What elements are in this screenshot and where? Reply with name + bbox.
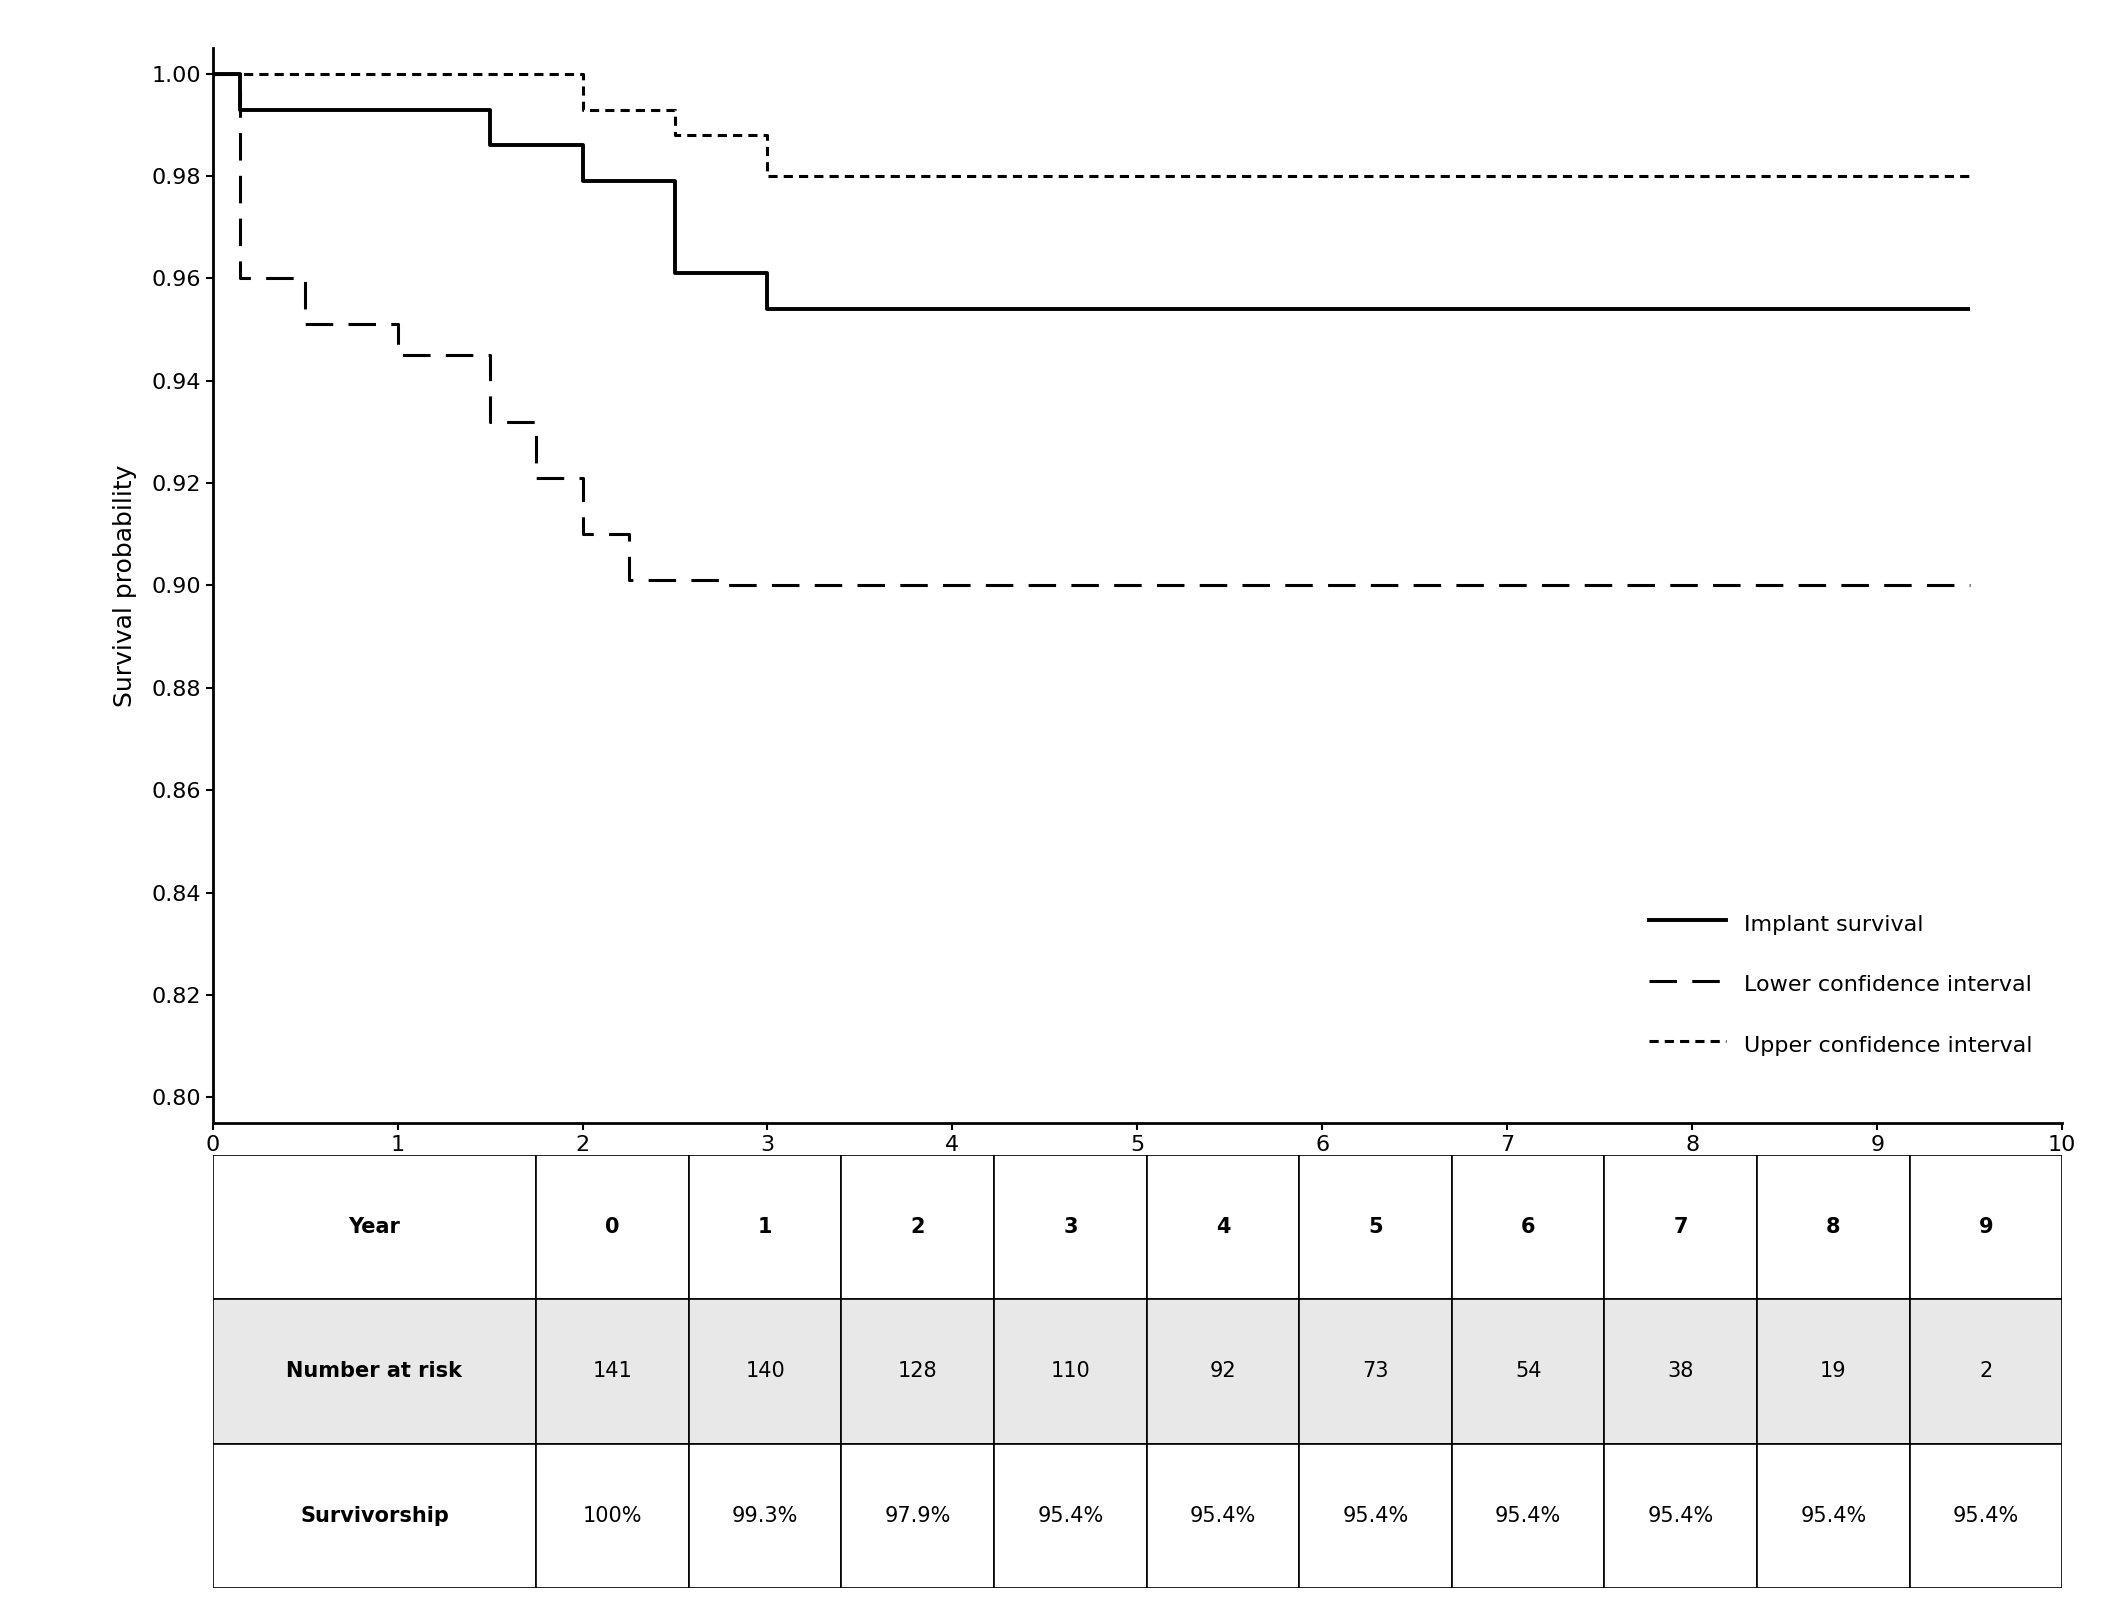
Text: 95.4%: 95.4% <box>1191 1506 1256 1525</box>
Text: 2: 2 <box>910 1217 925 1237</box>
FancyBboxPatch shape <box>1146 1299 1299 1444</box>
FancyBboxPatch shape <box>213 1299 536 1444</box>
FancyBboxPatch shape <box>1909 1299 2062 1444</box>
FancyBboxPatch shape <box>213 1155 536 1299</box>
Upper confidence interval <box>1956 167 1981 186</box>
FancyBboxPatch shape <box>1756 1444 1909 1588</box>
X-axis label: Years: Years <box>1103 1168 1171 1192</box>
FancyBboxPatch shape <box>1452 1299 1605 1444</box>
Lower confidence interval <box>523 468 549 488</box>
FancyBboxPatch shape <box>995 1299 1146 1444</box>
Text: 95.4%: 95.4% <box>1495 1506 1560 1525</box>
Text: 38: 38 <box>1667 1362 1694 1381</box>
FancyBboxPatch shape <box>536 1444 689 1588</box>
FancyBboxPatch shape <box>842 1155 995 1299</box>
Implant survival <box>1956 300 1981 319</box>
FancyBboxPatch shape <box>1909 1444 2062 1588</box>
Text: 95.4%: 95.4% <box>1801 1506 1867 1525</box>
Implant survival <box>227 99 253 119</box>
Text: 100%: 100% <box>583 1506 642 1525</box>
Line: Upper confidence interval: Upper confidence interval <box>213 74 1969 176</box>
Text: 0: 0 <box>606 1217 621 1237</box>
Text: 92: 92 <box>1210 1362 1235 1381</box>
Text: 99.3%: 99.3% <box>731 1506 799 1525</box>
Text: 140: 140 <box>746 1362 784 1381</box>
Upper confidence interval <box>476 64 504 83</box>
FancyBboxPatch shape <box>689 1444 842 1588</box>
Text: 1: 1 <box>759 1217 772 1237</box>
Upper confidence interval <box>570 99 595 119</box>
Implant survival <box>663 263 689 282</box>
FancyBboxPatch shape <box>536 1299 689 1444</box>
Upper confidence interval <box>200 64 225 83</box>
Lower confidence interval <box>617 571 642 590</box>
FancyBboxPatch shape <box>1146 1444 1299 1588</box>
Text: 128: 128 <box>897 1362 938 1381</box>
Text: 6: 6 <box>1520 1217 1535 1237</box>
Implant survival <box>293 99 319 119</box>
Text: 95.4%: 95.4% <box>1648 1506 1714 1525</box>
FancyBboxPatch shape <box>689 1155 842 1299</box>
FancyBboxPatch shape <box>1909 1155 2062 1299</box>
Text: 8: 8 <box>1826 1217 1841 1237</box>
Lower confidence interval <box>570 525 595 544</box>
FancyBboxPatch shape <box>995 1155 1146 1299</box>
Text: 4: 4 <box>1216 1217 1231 1237</box>
FancyBboxPatch shape <box>995 1444 1146 1588</box>
Text: 5: 5 <box>1369 1217 1382 1237</box>
Text: 3: 3 <box>1063 1217 1078 1237</box>
Y-axis label: Survival probability: Survival probability <box>113 464 138 707</box>
Text: 7: 7 <box>1673 1217 1688 1237</box>
FancyBboxPatch shape <box>842 1299 995 1444</box>
Text: 95.4%: 95.4% <box>1954 1506 2020 1525</box>
Text: 97.9%: 97.9% <box>884 1506 950 1525</box>
Line: Implant survival: Implant survival <box>213 74 1969 310</box>
Text: Number at risk: Number at risk <box>287 1362 463 1381</box>
FancyBboxPatch shape <box>1299 1444 1452 1588</box>
FancyBboxPatch shape <box>213 1444 536 1588</box>
Legend: Implant survival, Lower confidence interval, Upper confidence interval: Implant survival, Lower confidence inter… <box>1648 909 2032 1059</box>
Text: 54: 54 <box>1516 1362 1541 1381</box>
Text: 9: 9 <box>1979 1217 1994 1237</box>
Lower confidence interval <box>293 314 319 334</box>
FancyBboxPatch shape <box>1146 1155 1299 1299</box>
FancyBboxPatch shape <box>842 1444 995 1588</box>
Lower confidence interval <box>227 269 253 289</box>
Implant survival <box>755 300 780 319</box>
Lower confidence interval <box>200 64 225 83</box>
Lower confidence interval <box>385 345 410 364</box>
FancyBboxPatch shape <box>1299 1155 1452 1299</box>
Implant survival <box>476 136 504 156</box>
FancyBboxPatch shape <box>536 1155 689 1299</box>
Text: Survivorship: Survivorship <box>300 1506 449 1525</box>
Upper confidence interval <box>227 64 253 83</box>
FancyBboxPatch shape <box>1299 1299 1452 1444</box>
Implant survival <box>200 64 225 83</box>
Lower confidence interval <box>476 412 504 431</box>
Text: 141: 141 <box>593 1362 631 1381</box>
FancyBboxPatch shape <box>1452 1444 1605 1588</box>
Upper confidence interval <box>755 167 780 186</box>
FancyBboxPatch shape <box>1756 1155 1909 1299</box>
FancyBboxPatch shape <box>1605 1444 1756 1588</box>
Text: 95.4%: 95.4% <box>1037 1506 1103 1525</box>
Lower confidence interval <box>708 576 733 595</box>
Implant survival <box>570 172 595 191</box>
FancyBboxPatch shape <box>1605 1299 1756 1444</box>
Line: Lower confidence interval: Lower confidence interval <box>213 74 1969 585</box>
Text: 73: 73 <box>1363 1362 1388 1381</box>
Text: 2: 2 <box>1979 1362 1992 1381</box>
Lower confidence interval <box>1956 576 1981 595</box>
FancyBboxPatch shape <box>1452 1155 1605 1299</box>
Text: 19: 19 <box>1820 1362 1847 1381</box>
FancyBboxPatch shape <box>1605 1155 1756 1299</box>
FancyBboxPatch shape <box>689 1299 842 1444</box>
Text: Year: Year <box>349 1217 400 1237</box>
Upper confidence interval <box>663 125 689 144</box>
Text: 110: 110 <box>1050 1362 1091 1381</box>
FancyBboxPatch shape <box>1756 1299 1909 1444</box>
Lower confidence interval <box>755 576 780 595</box>
Text: 95.4%: 95.4% <box>1342 1506 1410 1525</box>
